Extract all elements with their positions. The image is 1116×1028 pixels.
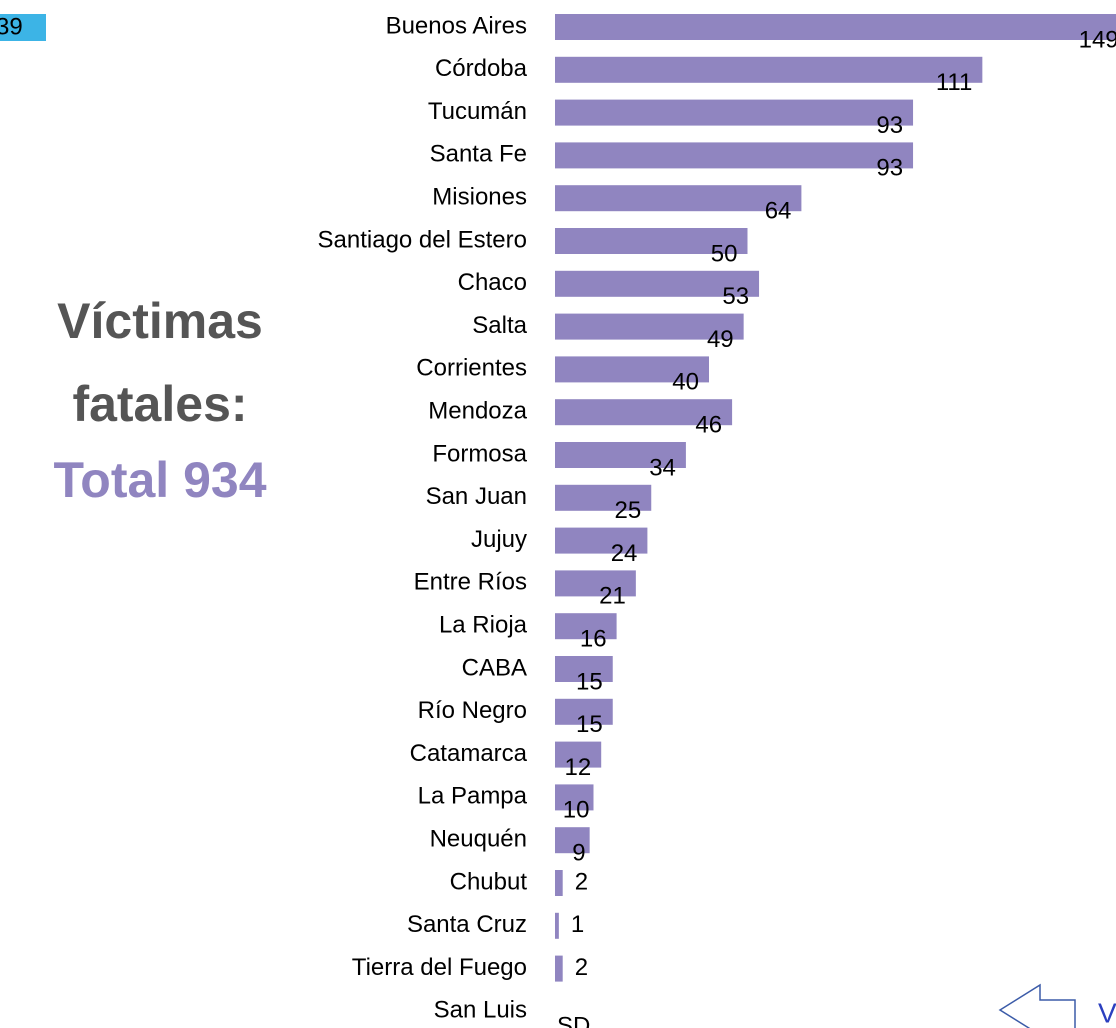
value-label: 15: [576, 711, 603, 738]
value-label: 46: [695, 412, 722, 439]
value-label: 149: [1079, 26, 1116, 53]
value-label: 49: [707, 326, 734, 353]
category-label: Catamarca: [410, 740, 528, 767]
value-label: 12: [564, 754, 591, 781]
bar: [555, 442, 686, 468]
category-label: Chubut: [450, 868, 528, 895]
value-label: 2: [575, 954, 588, 981]
bar: [555, 827, 590, 854]
category-label: Chaco: [458, 269, 527, 296]
category-label: Tucumán: [428, 98, 527, 125]
value-label: 93: [876, 155, 903, 182]
bar: [555, 484, 652, 511]
bar: [555, 142, 914, 169]
value-label: 15: [576, 668, 603, 695]
nav-arrow[interactable]: [998, 983, 1076, 1028]
category-label: Formosa: [432, 440, 527, 467]
bar: [555, 56, 983, 83]
category-label: Santa Cruz: [407, 911, 527, 938]
category-label: Mendoza: [428, 398, 527, 425]
bar: [555, 270, 760, 297]
value-label: 64: [765, 198, 792, 225]
category-label: Santa Fe: [430, 141, 527, 168]
category-label: San Luis: [434, 997, 527, 1024]
bar: [555, 955, 563, 982]
value-label: 1: [571, 911, 584, 938]
value-label: 50: [711, 240, 738, 267]
corner-box: [0, 14, 46, 41]
bar: [555, 870, 563, 896]
bar: [555, 570, 636, 597]
value-label: 111: [936, 69, 972, 96]
value-label: 25: [615, 497, 642, 524]
category-label: Neuquén: [430, 826, 527, 853]
value-label: SD: [557, 1013, 590, 1028]
bar: [555, 99, 914, 126]
bar: [555, 228, 748, 254]
value-label: 40: [672, 369, 699, 396]
value-label: 93: [876, 112, 903, 139]
value-label: 24: [611, 540, 638, 567]
bar: [555, 527, 648, 554]
bar: [555, 185, 802, 212]
bar: [555, 656, 613, 682]
link-text[interactable]: V: [1098, 997, 1116, 1028]
bar: [555, 613, 617, 640]
value-label: 21: [599, 583, 626, 610]
bar: [555, 399, 733, 426]
title-line: Víctimas: [57, 293, 263, 349]
value-label: 16: [580, 626, 607, 653]
category-label: CABA: [462, 654, 527, 681]
bar: [555, 912, 559, 939]
bar: [555, 14, 1116, 40]
category-label: La Rioja: [439, 612, 528, 639]
value-label: 34: [649, 454, 676, 481]
bar: [555, 784, 594, 811]
category-label: Buenos Aires: [386, 12, 527, 39]
subtitle: Total 934: [53, 452, 266, 508]
category-label: Córdoba: [435, 55, 528, 82]
category-label: Entre Ríos: [414, 569, 527, 596]
corner-label: 39: [0, 13, 23, 40]
category-label: Corrientes: [416, 355, 527, 382]
bar: [555, 698, 613, 725]
value-label: 2: [575, 868, 588, 895]
category-label: San Juan: [426, 483, 527, 510]
bar: [555, 741, 602, 768]
category-label: La Pampa: [418, 783, 528, 810]
bar: [555, 313, 744, 340]
category-label: Santiago del Estero: [318, 226, 527, 253]
category-label: Misiones: [432, 184, 527, 211]
value-label: 9: [572, 840, 585, 867]
bar: [555, 356, 709, 383]
title-line: fatales:: [72, 376, 247, 432]
category-label: Río Negro: [418, 697, 527, 724]
category-label: Salta: [472, 312, 527, 339]
value-label: 10: [563, 797, 590, 824]
category-label: Jujuy: [471, 526, 527, 553]
category-label: Tierra del Fuego: [352, 954, 527, 981]
value-label: 53: [722, 283, 749, 310]
